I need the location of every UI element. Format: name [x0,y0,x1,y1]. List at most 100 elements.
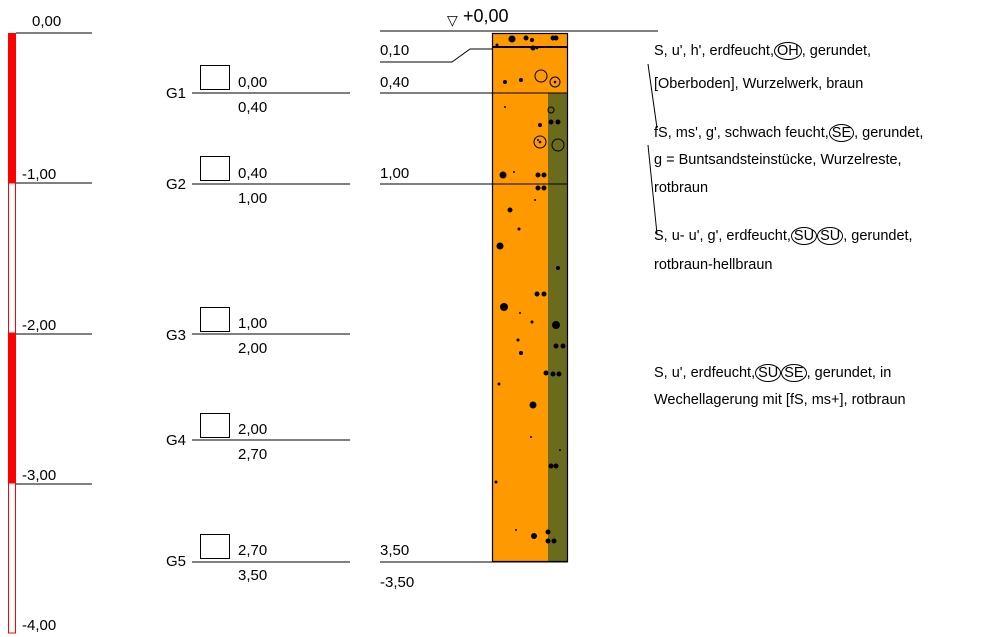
gravel-dot [508,35,516,43]
scale-label-3: -3,00 [22,467,57,484]
gravel-dot [530,436,532,438]
scale-label-1: -1,00 [22,166,57,183]
gravel-pair-dot [543,370,549,376]
boundary-label: 0,40 [380,74,410,91]
gravel-dot [529,401,537,409]
gravel-pair-dot [534,291,540,297]
layer-text: S, u', h', erdfeucht, [654,43,774,59]
sample-bottom: 0,40 [238,99,268,116]
gravel-dot [519,312,521,314]
layer-text: , gerundet, [854,125,924,141]
gravel-pair-dot [530,45,536,51]
sample-id: G1 [166,85,187,102]
soil-group-code: SU [790,227,818,245]
scale-segment-filled [8,33,16,183]
gravel-dot [545,529,551,535]
layer-description-line: rotbraun [654,180,709,196]
soil-group-code: SE [781,364,807,382]
gravel-dot [556,266,560,270]
organic-circle [551,138,565,152]
scale-label-4: -4,00 [22,617,57,634]
layer-description: fS, ms', g', schwach feucht, SE, gerundet… [654,124,923,142]
sample-top: 2,70 [238,542,268,559]
sample-bottom: 3,50 [238,567,268,584]
soil-group-code: SU [817,227,844,245]
gravel-dot [519,78,523,82]
soil-group-code: SU [755,364,782,382]
layer-description-line: Wechellagerung mit [fS, ms+], rotbraun [654,392,906,408]
sample-bottom: 2,00 [238,340,268,357]
gravel-pair-dot [553,343,559,349]
sample-id: G3 [166,327,187,344]
layer-description: S, u- u', g', erdfeucht, SU SU, gerundet, [654,227,913,245]
gravel-pair-dot [523,35,529,41]
gravel-pair-dot [541,291,547,297]
gravel-dot [530,320,534,324]
gravel-pair-dot [548,463,554,469]
sample-box [200,534,230,559]
gravel-dot [534,199,536,201]
organic-circle [533,135,547,149]
gravel-pair-dot [541,172,547,178]
gravel-dot [552,321,560,329]
gravel-dot [517,227,521,231]
scale-label-0: 0,00 [32,13,62,30]
gravel-dot [504,106,506,108]
scale-segment-empty [8,482,16,634]
gravel-dot [499,171,507,179]
gravel-pair-dot [548,119,554,125]
layer-text: , gerundet, [801,43,872,59]
sample-top: 0,00 [238,74,268,91]
gravel-dot [494,480,498,484]
boundary-label: 0,10 [380,42,410,59]
gravel-pair-dot [551,538,557,544]
sample-bottom: 1,00 [238,190,268,207]
gravel-dot [507,207,513,213]
sample-box [200,413,230,438]
sample-top: 2,00 [238,421,268,438]
organic-circle [547,106,555,114]
organic-circle [549,76,561,88]
sample-box [200,65,230,90]
sample-id: G4 [166,432,187,449]
gravel-pair-dot [555,119,561,125]
sample-bottom: 2,70 [238,446,268,463]
gravel-pair-dot [541,185,547,191]
gravel-dot [559,449,561,451]
description-leader [647,63,658,129]
sample-id: G5 [166,553,187,570]
layer-description: S, u', erdfeucht, SU SE, gerundet, in [654,364,891,382]
gravel-dot [513,171,515,173]
layer-text: fS, ms', g', schwach feucht, [654,125,829,141]
surface-level-label: +0,00 [463,6,509,26]
organic-dot [538,140,542,144]
sample-box [200,307,230,332]
soil-group-code: OH [774,42,802,60]
description-leader [647,144,658,235]
soil-group-code: SE [828,124,855,142]
layer-text: S, u', erdfeucht, [654,365,756,381]
gravel-dot [516,338,520,342]
scale-label-2: -2,00 [22,317,57,334]
gravel-dot [503,80,507,84]
gravel-pair-dot [560,343,566,349]
gravel-dot [537,139,539,141]
sample-top: 0,40 [238,165,268,182]
boundary-label: 3,50 [380,542,410,559]
gravel-pair-dot [553,463,559,469]
surface-symbol: ▽ [447,12,458,28]
sample-id: G2 [166,176,187,193]
gravel-pair-dot [535,172,541,178]
boundary-label: 1,00 [380,165,410,182]
gravel-pair-dot [553,35,559,41]
gravel-dot [515,529,517,531]
organic-dot [535,46,539,50]
layer-text: , gerundet, in [806,365,892,381]
gravel-dot [496,242,504,250]
scale-segment-filled [8,333,16,483]
final-depth-label: -3,50 [380,574,415,591]
organic-dot [553,80,557,84]
gravel-pair-dot [550,371,556,377]
